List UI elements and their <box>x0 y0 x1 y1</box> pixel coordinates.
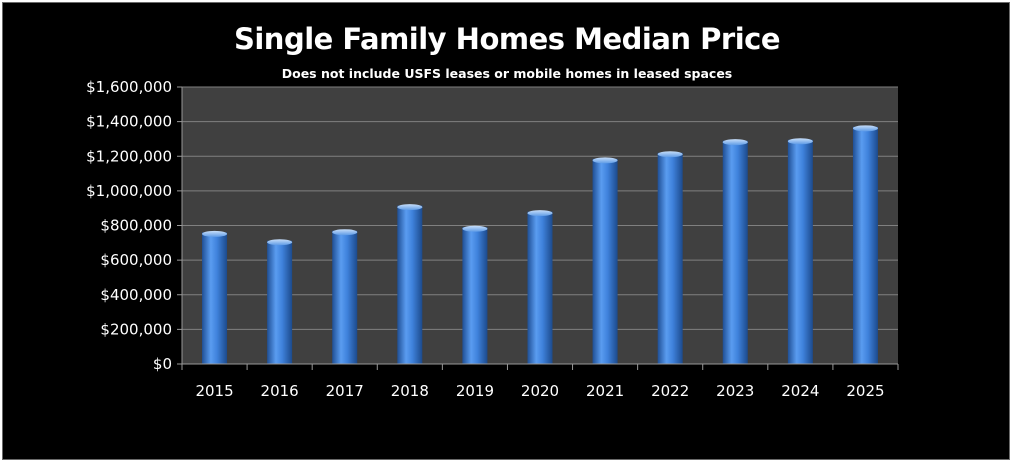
y-tick-label: $1,000,000 <box>86 182 172 200</box>
x-tick-label: 2020 <box>521 382 559 400</box>
bar-2018 <box>397 205 423 364</box>
bar-cap-2025 <box>852 125 878 132</box>
x-tick-label: 2018 <box>391 382 429 400</box>
bar-2022 <box>657 152 683 364</box>
y-tick-label: $400,000 <box>100 286 172 304</box>
x-tick-label: 2023 <box>716 382 754 400</box>
bar-cap-2021 <box>592 157 618 164</box>
x-tick-label: 2016 <box>261 382 299 400</box>
bar-2020 <box>527 211 553 364</box>
chart-title: Single Family Homes Median Price <box>233 22 781 56</box>
bar-cap-2022 <box>657 151 683 158</box>
bar-2023 <box>722 140 748 364</box>
x-tick-label: 2025 <box>846 382 884 400</box>
bar-2021 <box>592 158 618 364</box>
bar-cap-2016 <box>267 239 293 246</box>
y-tick-label: $1,600,000 <box>86 78 172 96</box>
bar-cap-2023 <box>722 139 748 146</box>
y-tick-label: $800,000 <box>100 217 172 235</box>
x-tick-label: 2015 <box>195 382 233 400</box>
bar-cap-2024 <box>787 138 813 145</box>
x-tick-label: 2024 <box>781 382 819 400</box>
bar-cap-2019 <box>462 225 488 232</box>
bar-2025 <box>852 126 878 364</box>
bar-2019 <box>462 227 488 364</box>
x-tick-label: 2019 <box>456 382 494 400</box>
x-tick-label: 2021 <box>586 382 624 400</box>
y-tick-label: $200,000 <box>100 320 172 338</box>
bar-cap-2015 <box>202 230 228 237</box>
y-tick-label: $600,000 <box>100 251 172 269</box>
chart-subtitle: Does not include USFS leases or mobile h… <box>281 66 733 81</box>
bar-2016 <box>267 240 293 364</box>
y-tick-label: $1,200,000 <box>86 147 172 165</box>
bar-2017 <box>332 230 358 364</box>
y-tick-label: $0 <box>153 355 172 373</box>
bar-cap-2020 <box>527 210 553 217</box>
x-tick-label: 2017 <box>326 382 364 400</box>
x-tick-label: 2022 <box>651 382 689 400</box>
bar-2024 <box>787 139 813 364</box>
bar-2015 <box>202 232 228 364</box>
y-tick-label: $1,400,000 <box>86 113 172 131</box>
bar-cap-2018 <box>397 204 423 211</box>
bar-cap-2017 <box>332 229 358 236</box>
